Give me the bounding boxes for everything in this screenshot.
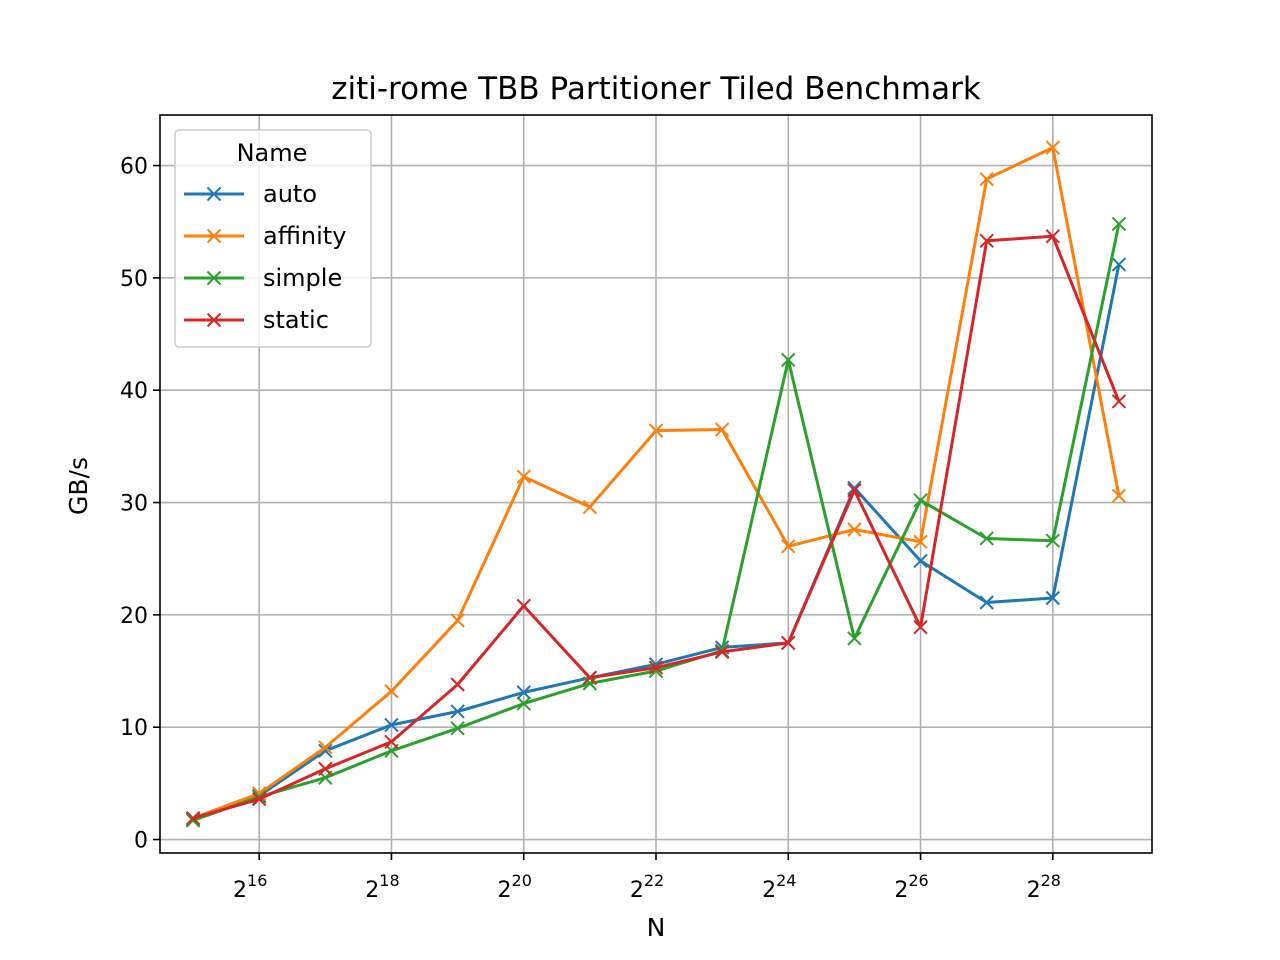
- data-point: [847, 482, 862, 498]
- data-point: [251, 791, 267, 807]
- x-axis-label: N: [647, 913, 666, 942]
- data-point: [913, 620, 928, 635]
- legend-item-affinity: affinity: [184, 222, 346, 250]
- data-point: [781, 539, 796, 554]
- legend-item-static: static: [184, 306, 329, 334]
- data-point: [1045, 140, 1061, 155]
- series-static: [185, 229, 1127, 826]
- x-tick-exponent: 26: [908, 871, 928, 890]
- data-point: [1045, 533, 1061, 548]
- data-point: [979, 595, 994, 610]
- data-point: [648, 423, 664, 438]
- data-point: [384, 717, 399, 733]
- data-point: [450, 721, 465, 736]
- data-point: [847, 522, 862, 537]
- data-point: [648, 660, 664, 675]
- data-point: [1045, 590, 1061, 606]
- y-tick-label: 10: [120, 716, 148, 741]
- y-axis-label: GB/s: [64, 457, 93, 515]
- y-tick-label: 50: [120, 267, 148, 292]
- x-tick-exponent: 18: [379, 871, 399, 890]
- data-point: [582, 499, 598, 515]
- chart-title: ziti-rome TBB Partitioner Tiled Benchmar…: [331, 71, 981, 107]
- data-point: [781, 635, 796, 651]
- data-point: [1045, 229, 1061, 244]
- x-tick-base: 2: [630, 878, 644, 903]
- data-point: [450, 613, 465, 628]
- data-point: [318, 761, 333, 776]
- x-tick-base: 2: [233, 878, 247, 903]
- data-point: [516, 469, 531, 484]
- y-tick-label: 60: [120, 155, 148, 180]
- data-point: [1111, 216, 1127, 232]
- legend-title: Name: [237, 139, 308, 167]
- data-point: [1111, 488, 1127, 504]
- data-point: [185, 810, 201, 826]
- x-tick-label: 226: [894, 871, 928, 903]
- data-point: [384, 734, 399, 750]
- x-tick-base: 2: [365, 878, 379, 903]
- x-tick-exponent: 22: [644, 871, 664, 890]
- x-tick-exponent: 16: [247, 871, 267, 890]
- data-point: [913, 534, 928, 550]
- x-tick-label: 220: [498, 871, 532, 903]
- data-point: [1111, 257, 1127, 272]
- legend-label: simple: [263, 264, 342, 292]
- x-tick-base: 2: [498, 878, 512, 903]
- x-tick-label: 218: [365, 871, 399, 903]
- x-tick-exponent: 28: [1041, 871, 1061, 890]
- legend-marker: [206, 228, 222, 244]
- data-point: [781, 352, 796, 368]
- legend-label: affinity: [263, 222, 346, 250]
- data-point: [582, 670, 598, 685]
- data-point: [516, 598, 531, 614]
- legend-label: static: [263, 306, 329, 334]
- data-point: [714, 422, 730, 437]
- data-point: [847, 480, 862, 496]
- data-point: [516, 696, 531, 711]
- data-point: [979, 171, 994, 187]
- x-tick-label: 222: [630, 871, 664, 903]
- data-point: [318, 740, 333, 755]
- x-tick-base: 2: [1027, 878, 1041, 903]
- legend-marker: [206, 186, 222, 202]
- legend: Name auto affinity simple static: [174, 129, 372, 348]
- data-point: [516, 685, 531, 700]
- series-layer: [185, 140, 1127, 828]
- y-tick-label: 20: [120, 604, 148, 629]
- data-point: [714, 644, 730, 660]
- data-point: [450, 677, 465, 692]
- x-tick-exponent: 20: [512, 871, 532, 890]
- x-tick-label: 224: [762, 871, 796, 903]
- legend-label: auto: [263, 180, 317, 208]
- legend-marker: [206, 270, 222, 286]
- data-point: [913, 493, 928, 508]
- data-point: [582, 676, 598, 691]
- legend-box: [174, 129, 372, 348]
- x-tick-base: 2: [894, 878, 908, 903]
- data-point: [913, 553, 928, 569]
- data-point: [979, 531, 994, 546]
- y-tick-label: 40: [120, 379, 148, 404]
- x-tick-exponent: 24: [776, 871, 796, 890]
- data-point: [1111, 394, 1127, 409]
- y-tick-label: 30: [120, 492, 148, 517]
- data-point: [384, 684, 399, 699]
- data-point: [979, 233, 994, 249]
- legend-item-auto: auto: [184, 180, 317, 208]
- data-point: [847, 631, 862, 646]
- data-point: [318, 743, 333, 758]
- x-tick-label: 216: [233, 871, 267, 903]
- legend-marker: [206, 312, 222, 328]
- y-tick-label: 0: [134, 829, 148, 854]
- x-tick-base: 2: [762, 878, 776, 903]
- legend-item-simple: simple: [184, 264, 342, 292]
- x-tick-label: 228: [1027, 871, 1061, 903]
- data-point: [450, 704, 465, 719]
